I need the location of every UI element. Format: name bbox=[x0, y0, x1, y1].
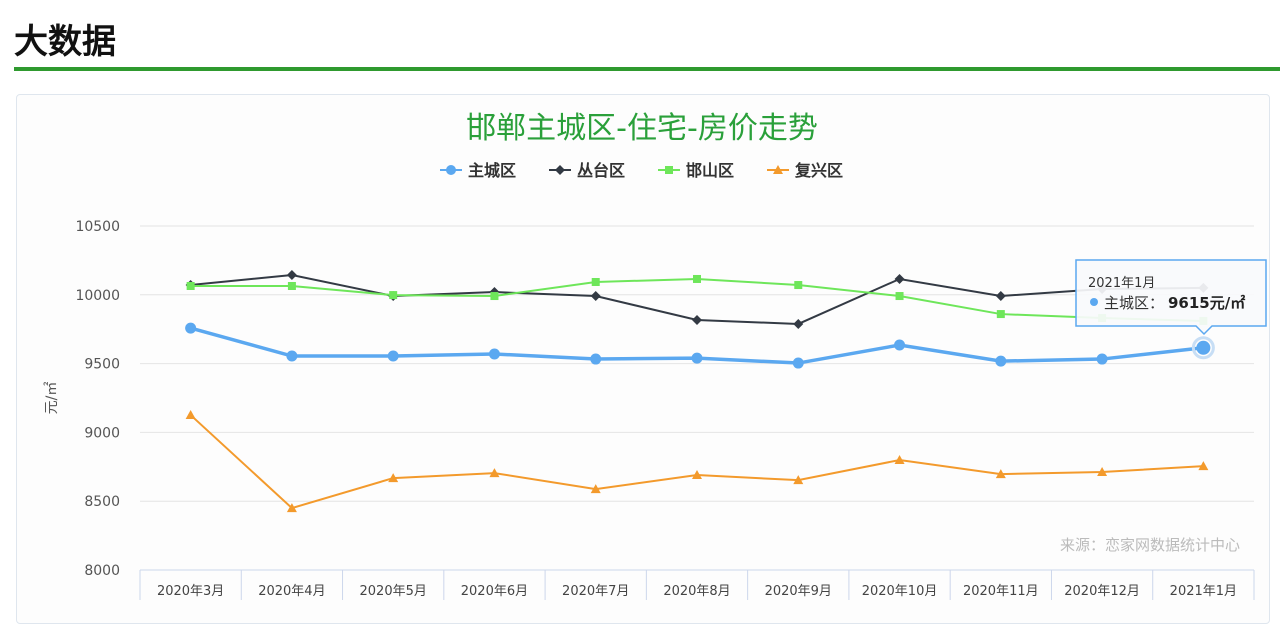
data-point-3-9 bbox=[1097, 467, 1108, 477]
data-point-1-6 bbox=[793, 318, 804, 329]
legend-label-1: 丛台区 bbox=[577, 161, 625, 180]
x-tick-label: 2020年11月 bbox=[963, 584, 1039, 599]
data-point-0-9 bbox=[1096, 353, 1108, 365]
x-tick-label: 2020年3月 bbox=[157, 584, 224, 599]
data-point-2-1 bbox=[287, 281, 296, 290]
data-point-0-6 bbox=[792, 357, 804, 369]
hover-halo bbox=[1191, 336, 1215, 360]
data-point-2-8 bbox=[996, 310, 1005, 319]
data-point-0-0 bbox=[185, 322, 197, 334]
legend-label-0: 主城区 bbox=[468, 161, 516, 180]
page-title: 大数据 bbox=[14, 22, 116, 62]
data-point-3-4 bbox=[590, 484, 601, 494]
tooltip-marker bbox=[1090, 298, 1098, 306]
data-point-1-4 bbox=[590, 291, 601, 302]
x-tick-label: 2020年7月 bbox=[562, 584, 629, 599]
tooltip-value: 9615元/㎡ bbox=[1168, 294, 1245, 312]
data-point-2-5 bbox=[693, 274, 701, 283]
data-point-1-1 bbox=[286, 269, 297, 280]
y-tick-label: 9500 bbox=[84, 357, 120, 373]
data-point-0-3 bbox=[488, 348, 500, 360]
x-tick-label: 2020年9月 bbox=[765, 584, 832, 599]
data-point-3-0 bbox=[185, 410, 196, 420]
data-point-0-5 bbox=[691, 352, 703, 364]
x-tick-label: 2020年5月 bbox=[360, 584, 427, 599]
data-point-3-6 bbox=[793, 475, 804, 485]
y-tick-label: 10000 bbox=[75, 288, 120, 304]
data-point-1-5 bbox=[692, 314, 702, 325]
legend-marker-1 bbox=[555, 165, 565, 175]
data-point-0-4 bbox=[590, 353, 602, 365]
tooltip-series: 主城区： bbox=[1104, 294, 1164, 312]
hover-point bbox=[1196, 340, 1211, 355]
legend-marker-3 bbox=[773, 165, 783, 174]
data-point-0-8 bbox=[995, 355, 1007, 367]
data-point-1-8 bbox=[995, 291, 1006, 302]
series-line-3 bbox=[189, 414, 1204, 510]
x-tick-label: 2021年1月 bbox=[1170, 584, 1237, 599]
data-point-3-7 bbox=[894, 455, 905, 465]
data-point-2-3 bbox=[490, 292, 499, 301]
legend-label-2: 邯山区 bbox=[686, 161, 734, 180]
tooltip-box bbox=[1075, 259, 1267, 336]
x-tick-label: 2020年10月 bbox=[862, 584, 938, 599]
y-tick-label: 8000 bbox=[84, 563, 120, 579]
tooltip-title: 2021年1月 bbox=[1088, 276, 1155, 291]
data-point-3-1 bbox=[286, 503, 297, 513]
y-tick-label: 10500 bbox=[75, 219, 120, 235]
legend-marker-0 bbox=[446, 165, 456, 175]
y-tick-label: 8500 bbox=[84, 494, 120, 510]
data-point-0-2 bbox=[387, 350, 399, 362]
x-tick-label: 2020年4月 bbox=[258, 584, 325, 599]
data-point-0-7 bbox=[894, 339, 906, 351]
y-tick-label: 9000 bbox=[84, 425, 120, 441]
data-point-3-2 bbox=[388, 473, 399, 483]
data-point-2-2 bbox=[389, 291, 398, 300]
data-point-2-6 bbox=[794, 281, 803, 290]
legend-marker-2 bbox=[665, 166, 673, 174]
data-point-1-7 bbox=[894, 273, 905, 284]
data-point-3-8 bbox=[995, 469, 1006, 479]
data-point-2-4 bbox=[591, 278, 600, 287]
source-note: 来源：恋家网数据统计中心 bbox=[1060, 536, 1240, 554]
x-tick-label: 2020年6月 bbox=[461, 584, 528, 599]
data-point-0-1 bbox=[286, 350, 298, 362]
data-point-3-10 bbox=[1198, 461, 1209, 471]
chart-title: 邯郸主城区-住宅-房价走势 bbox=[466, 111, 818, 146]
legend-label-3: 复兴区 bbox=[794, 161, 843, 180]
data-point-2-7 bbox=[895, 292, 904, 301]
x-tick-label: 2020年8月 bbox=[663, 584, 730, 599]
title-divider bbox=[14, 67, 1280, 71]
data-point-2-0 bbox=[186, 281, 195, 290]
data-point-3-5 bbox=[692, 470, 702, 480]
x-tick-label: 2020年12月 bbox=[1064, 584, 1140, 599]
y-axis-label: 元/㎡ bbox=[44, 382, 60, 415]
data-point-3-3 bbox=[489, 468, 500, 478]
